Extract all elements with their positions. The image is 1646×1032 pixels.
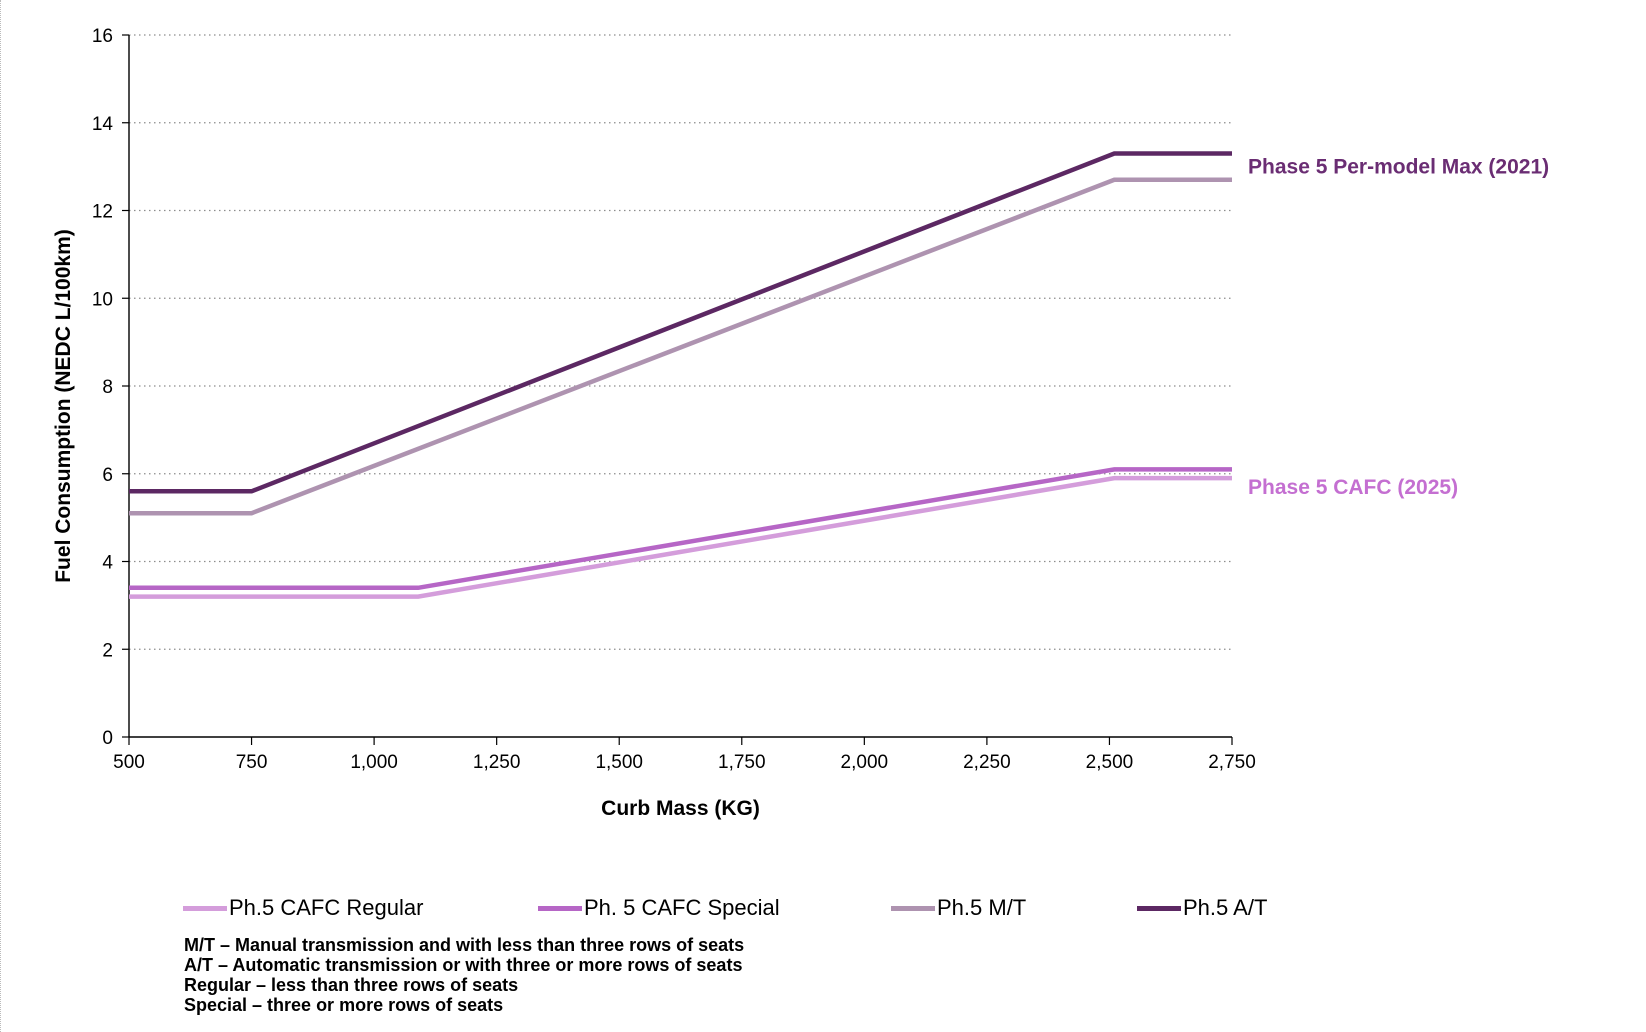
legend-swatch	[538, 905, 582, 911]
y-tick-label: 16	[92, 26, 113, 47]
fuel-consumption-chart: 500 750 1,000 1,250 1,500 1,750 2,000 2,250 2,50…	[52, 26, 1549, 820]
legend: Ph.5 CAFC Regular Ph. 5 CAFC Special Ph.5 …	[0, 893, 1646, 923]
x-tick-label: 2,500	[1086, 752, 1134, 773]
note-special: Special – three or more rows of seats	[184, 995, 504, 1015]
y-tick-label: 10	[92, 289, 113, 310]
legend-swatch	[1137, 905, 1181, 911]
x-axis-ticks: 500 750 1,000 1,250 1,500 1,750 2,000 2,250 2,50…	[113, 737, 1256, 773]
legend-label: Ph.5 CAFC Regular	[229, 895, 424, 920]
x-tick-label: 1,000	[350, 752, 398, 773]
left-edge-dotted-border	[0, 0, 4, 1032]
legend-item-2: Ph. 5 CAFC Special	[538, 893, 780, 923]
x-tick-label: 2,750	[1208, 752, 1256, 773]
x-tick-label: 1,250	[473, 752, 521, 773]
x-tick-label: 750	[236, 752, 268, 773]
y-axis-ticks: 0 2 4 6 8 10 12 14 16	[92, 26, 129, 749]
y-axis-title: Fuel Consumption (NEDC L/100km)	[52, 229, 75, 583]
y-tick-label: 0	[102, 728, 113, 749]
legend-label: Ph.5 M/T	[937, 895, 1027, 920]
y-tick-label: 12	[92, 202, 113, 223]
note-at: A/T – Automatic transmission or with thr…	[184, 955, 743, 975]
x-tick-label: 1,500	[595, 752, 643, 773]
y-tick-label: 4	[102, 553, 113, 574]
legend-item-3: Ph.5 M/T	[891, 893, 1026, 923]
series-line-1	[129, 475, 1232, 599]
x-tick-label: 2,250	[963, 752, 1011, 773]
legend-label: Ph.5 A/T	[1183, 895, 1268, 920]
y-tick-label: 2	[102, 640, 113, 661]
annotations: Phase 5 Per-model Max (2021) Phase 5 CAFC…	[1248, 155, 1549, 498]
gridlines	[129, 34, 1232, 650]
legend-item-1: Ph.5 CAFC Regular	[183, 893, 423, 923]
y-tick-label: 6	[102, 465, 113, 486]
y-tick-label: 8	[102, 377, 113, 398]
note-regular: Regular – less than three rows of seats	[184, 975, 519, 995]
annotation-label-2: Phase 5 CAFC (2025)	[1248, 476, 1458, 499]
series-line-4	[129, 151, 1232, 494]
x-tick-label: 500	[113, 752, 145, 773]
series-line-3	[129, 177, 1232, 516]
legend-swatch	[891, 905, 935, 911]
series-lines	[129, 151, 1232, 599]
footnotes: M/T – Manual transmission and with less …	[184, 935, 744, 1015]
note-mt: M/T – Manual transmission and with less …	[184, 935, 745, 955]
x-tick-label: 2,000	[841, 752, 889, 773]
legend-item-4: Ph.5 A/T	[1137, 893, 1267, 923]
series-line-2	[129, 467, 1232, 591]
x-axis-title: Curb Mass (KG)	[601, 797, 760, 820]
x-tick-label: 1,750	[718, 752, 766, 773]
annotation-label-1: Phase 5 Per-model Max (2021)	[1248, 155, 1549, 178]
legend-swatch	[183, 905, 227, 911]
y-tick-label: 14	[92, 114, 114, 135]
legend-label: Ph. 5 CAFC Special	[584, 895, 780, 920]
